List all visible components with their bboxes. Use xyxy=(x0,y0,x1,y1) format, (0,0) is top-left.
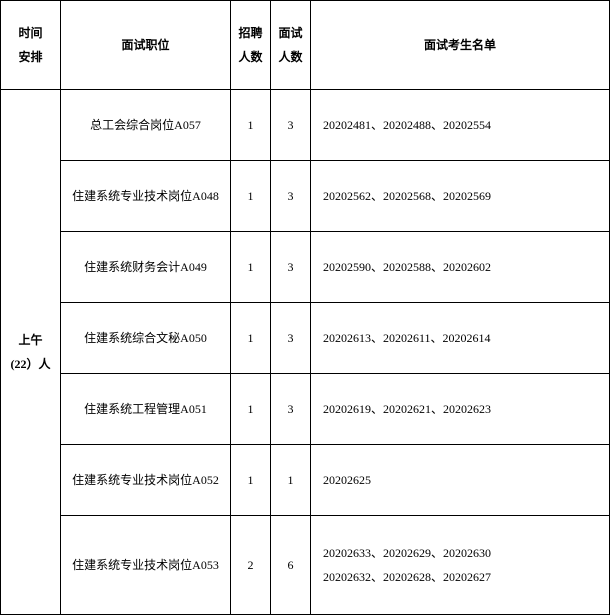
interview-cell: 3 xyxy=(271,90,311,161)
position-cell: 住建系统专业技术岗位A052 xyxy=(61,445,231,516)
position-cell: 住建系统综合文秘A050 xyxy=(61,303,231,374)
interview-cell: 3 xyxy=(271,303,311,374)
recruit-cell: 1 xyxy=(231,374,271,445)
candidate-list-cell: 20202625 xyxy=(311,445,610,516)
recruit-cell: 2 xyxy=(231,516,271,615)
table-row: 住建系统工程管理A051 1 3 20202619、20202621、20202… xyxy=(1,374,610,445)
interview-cell: 1 xyxy=(271,445,311,516)
header-row: 时间安排 面试职位 招聘人数 面试人数 面试考生名单 xyxy=(1,1,610,90)
candidate-list-cell: 20202481、20202488、20202554 xyxy=(311,90,610,161)
position-cell: 住建系统财务会计A049 xyxy=(61,232,231,303)
header-interview: 面试人数 xyxy=(271,1,311,90)
header-time: 时间安排 xyxy=(1,1,61,90)
table-row: 住建系统专业技术岗位A048 1 3 20202562、20202568、202… xyxy=(1,161,610,232)
header-recruit: 招聘人数 xyxy=(231,1,271,90)
header-position: 面试职位 xyxy=(61,1,231,90)
position-cell: 总工会综合岗位A057 xyxy=(61,90,231,161)
candidate-list-cell: 20202633、20202629、2020263020202632、20202… xyxy=(311,516,610,615)
recruit-cell: 1 xyxy=(231,445,271,516)
candidate-list-cell: 20202619、20202621、20202623 xyxy=(311,374,610,445)
interview-cell: 6 xyxy=(271,516,311,615)
time-slot-cell: 上午(22）人 xyxy=(1,90,61,615)
header-list: 面试考生名单 xyxy=(311,1,610,90)
table-row: 住建系统综合文秘A050 1 3 20202613、20202611、20202… xyxy=(1,303,610,374)
recruit-cell: 1 xyxy=(231,90,271,161)
position-cell: 住建系统专业技术岗位A048 xyxy=(61,161,231,232)
recruit-cell: 1 xyxy=(231,303,271,374)
interview-cell: 3 xyxy=(271,161,311,232)
candidate-list-cell: 20202613、20202611、20202614 xyxy=(311,303,610,374)
position-cell: 住建系统工程管理A051 xyxy=(61,374,231,445)
candidate-list-cell: 20202590、20202588、20202602 xyxy=(311,232,610,303)
table-row: 住建系统专业技术岗位A053 2 6 20202633、20202629、202… xyxy=(1,516,610,615)
interview-cell: 3 xyxy=(271,374,311,445)
interview-cell: 3 xyxy=(271,232,311,303)
table-row: 住建系统专业技术岗位A052 1 1 20202625 xyxy=(1,445,610,516)
table-row: 住建系统财务会计A049 1 3 20202590、20202588、20202… xyxy=(1,232,610,303)
recruit-cell: 1 xyxy=(231,232,271,303)
table-row: 上午(22）人 总工会综合岗位A057 1 3 20202481、2020248… xyxy=(1,90,610,161)
recruit-cell: 1 xyxy=(231,161,271,232)
position-cell: 住建系统专业技术岗位A053 xyxy=(61,516,231,615)
candidate-list-cell: 20202562、20202568、20202569 xyxy=(311,161,610,232)
interview-schedule-table: 时间安排 面试职位 招聘人数 面试人数 面试考生名单 上午(22）人 总工会综合… xyxy=(0,0,610,615)
